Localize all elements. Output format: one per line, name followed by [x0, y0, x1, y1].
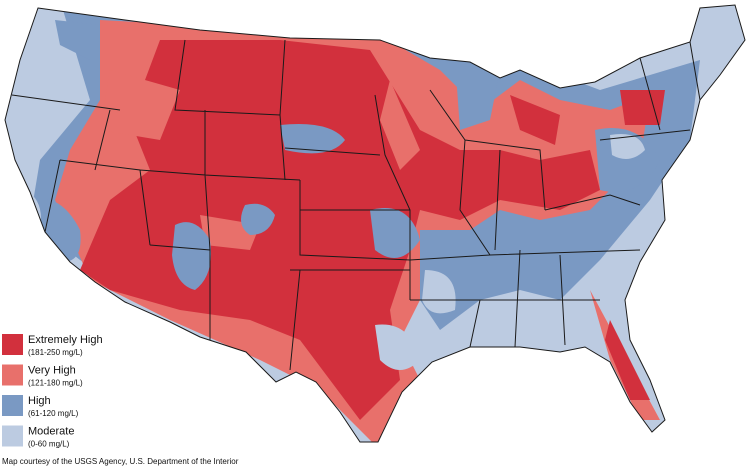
legend-range: (121-180 mg/L) [28, 379, 83, 388]
region [510, 90, 665, 400]
legend: Extremely High (181-250 mg/L) Very High (12… [2, 334, 103, 449]
region [25, 20, 660, 290]
state-borders [4, 4, 746, 443]
legend-label: Very High [28, 365, 76, 377]
region [80, 40, 600, 420]
legend-label: Moderate [28, 426, 74, 438]
legend-range: (181-250 mg/L) [28, 348, 83, 357]
legend-label: High [28, 395, 51, 407]
legend-swatch [2, 364, 23, 386]
legend-range: (61-120 mg/L) [28, 409, 79, 418]
legend-range: (0-60 mg/L) [28, 440, 70, 449]
region [100, 70, 660, 420]
legend-swatch [2, 395, 23, 416]
credit: Map courtesy of the USGS Agency, U.S. De… [2, 457, 239, 466]
legend-swatch [2, 425, 23, 447]
legend-swatch [2, 334, 23, 355]
legend-label: Extremely High [28, 334, 103, 346]
